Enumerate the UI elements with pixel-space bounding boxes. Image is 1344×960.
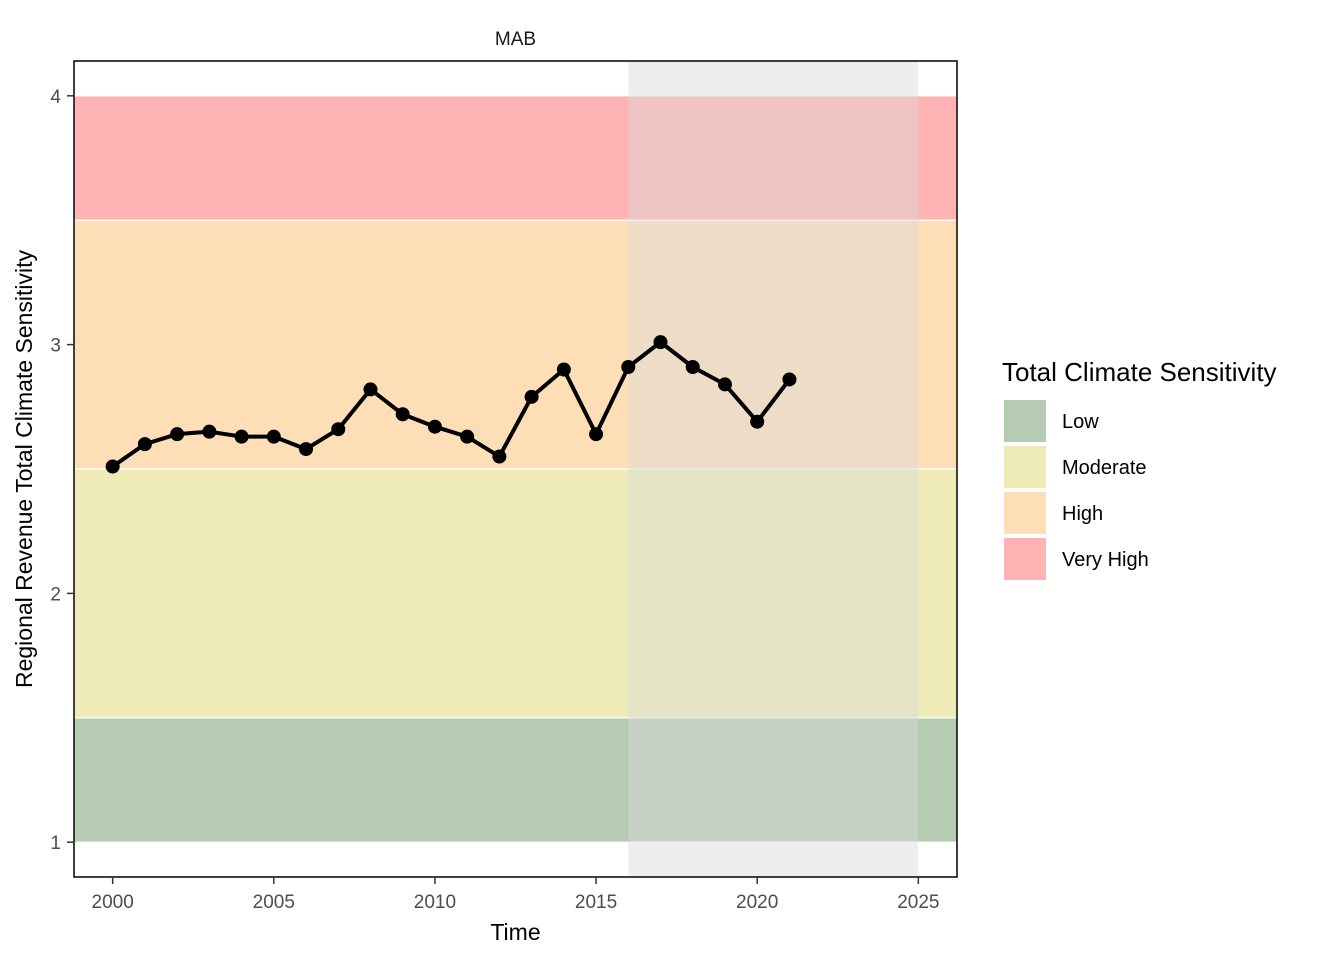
- data-point: [202, 424, 217, 439]
- data-point: [653, 335, 668, 350]
- data-point: [685, 360, 700, 374]
- data-point: [492, 449, 507, 464]
- legend-label: Low: [1062, 411, 1099, 433]
- data-point: [105, 459, 120, 474]
- y-axis-title: Regional Revenue Total Climate Sensitivi…: [11, 249, 37, 688]
- legend-key-very-high: [1004, 538, 1046, 580]
- x-tick-label: 2005: [253, 892, 295, 913]
- legend-key-low: [1004, 400, 1046, 442]
- y-tick-label: 2: [50, 584, 61, 605]
- data-point: [589, 427, 604, 442]
- band-moderate: [73, 468, 958, 719]
- sensitivity-bands: [73, 95, 958, 843]
- y-tick-label: 4: [50, 87, 61, 108]
- band-low: [73, 717, 958, 843]
- series-layer: [105, 335, 797, 474]
- data-point: [331, 422, 346, 437]
- data-point: [717, 377, 732, 392]
- legend-label: Very High: [1062, 549, 1149, 571]
- data-point: [782, 372, 797, 387]
- legend-label: High: [1062, 503, 1103, 525]
- x-tick-label: 2015: [575, 892, 617, 913]
- panel-border: [73, 60, 958, 878]
- y-tick-label: 1: [50, 833, 61, 854]
- data-point: [460, 429, 475, 444]
- y-axis: 1 2 3 4: [50, 87, 74, 854]
- band-very-high: [73, 95, 958, 221]
- highlight-region: [628, 61, 919, 877]
- x-tick-label: 2020: [736, 892, 778, 913]
- series-line: [110, 340, 792, 469]
- data-point: [621, 360, 636, 374]
- y-tick-label: 3: [50, 336, 61, 357]
- legend-items: Low Moderate High Very High: [1004, 400, 1149, 580]
- legend-key-high: [1004, 492, 1046, 534]
- x-tick-label: 2025: [897, 892, 939, 913]
- data-point: [299, 442, 314, 457]
- data-point: [266, 429, 281, 444]
- data-point: [556, 362, 571, 377]
- facet-label: MAB: [495, 29, 536, 50]
- data-point: [750, 414, 765, 429]
- legend: Total Climate Sensitivity Low Moderate Hig…: [1002, 357, 1277, 580]
- data-point: [427, 419, 442, 434]
- x-tick-label: 2010: [414, 892, 456, 913]
- legend-title: Total Climate Sensitivity: [1002, 357, 1277, 387]
- legend-key-moderate: [1004, 446, 1046, 488]
- legend-label: Moderate: [1062, 457, 1147, 479]
- data-point: [234, 429, 249, 444]
- data-point: [524, 389, 539, 404]
- data-point: [395, 407, 410, 422]
- data-point: [137, 437, 152, 452]
- data-point: [363, 382, 378, 397]
- x-axis-title: Time: [490, 919, 540, 945]
- x-tick-label: 2000: [92, 892, 134, 913]
- x-axis: 2000 2005 2010 2015 2020 2025: [92, 877, 939, 913]
- data-point: [170, 427, 185, 442]
